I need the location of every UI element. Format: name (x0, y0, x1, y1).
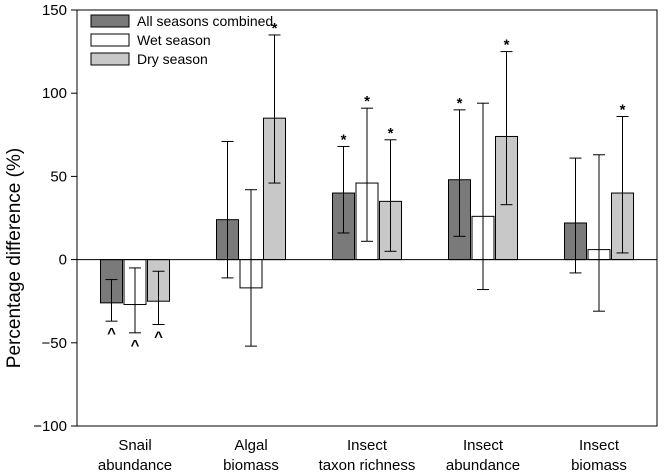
category-label: Insect biomass (571, 437, 627, 474)
category-label-line: Insect (463, 437, 504, 454)
category-label-line: Insect (347, 437, 388, 454)
legend-swatch (90, 52, 130, 66)
significance-marker: * (620, 101, 626, 118)
y-tick-label: 0 (59, 252, 67, 269)
legend-label: Wet season (137, 32, 211, 48)
y-tick-label: −100 (33, 418, 67, 435)
category-label-line: taxon richness (319, 457, 416, 474)
legend-swatch (90, 14, 130, 28)
category-label: Insect taxon richness (319, 437, 416, 474)
legend: All seasons combined Wet season Dry season (90, 13, 273, 67)
category-label: Algal biomass (223, 437, 279, 474)
category-label-line: biomass (223, 457, 279, 474)
plot-frame (76, 9, 658, 427)
significance-marker: * (504, 37, 510, 54)
axes-layer: −100 −50 0 50 100 150 Snail abundance Algal bioma… (33, 2, 658, 474)
error-bars-layer (105, 34, 629, 347)
significance-markers-layer: ^ * * ^ * ^ * * * * (107, 20, 625, 354)
significance-marker: * (341, 131, 347, 148)
y-tick-label: −50 (42, 335, 67, 352)
y-tick-label: 150 (42, 2, 67, 19)
legend-label: All seasons combined (137, 13, 273, 29)
significance-marker: * (457, 95, 463, 112)
category-label-line: abundance (446, 457, 520, 474)
y-axis-title: Percentage difference (%) (4, 148, 25, 368)
category-label-line: abundance (98, 457, 172, 474)
category-label-line: biomass (571, 457, 627, 474)
significance-marker: * (388, 125, 394, 142)
significance-marker: ^ (107, 325, 116, 342)
y-tick-label: 100 (42, 85, 67, 102)
category-label-line: Snail (118, 437, 151, 454)
category-label: Insect abundance (446, 437, 520, 474)
category-label-line: Algal (234, 437, 267, 454)
significance-marker: ^ (131, 337, 140, 354)
significance-marker: * (272, 20, 278, 37)
significance-marker: ^ (154, 328, 163, 345)
significance-marker: * (364, 93, 370, 110)
legend-label: Dry season (137, 51, 208, 67)
legend-swatch (90, 33, 130, 47)
y-tick-label: 50 (50, 168, 67, 185)
category-label-line: Insect (579, 437, 620, 454)
category-label: Snail abundance (98, 437, 172, 474)
